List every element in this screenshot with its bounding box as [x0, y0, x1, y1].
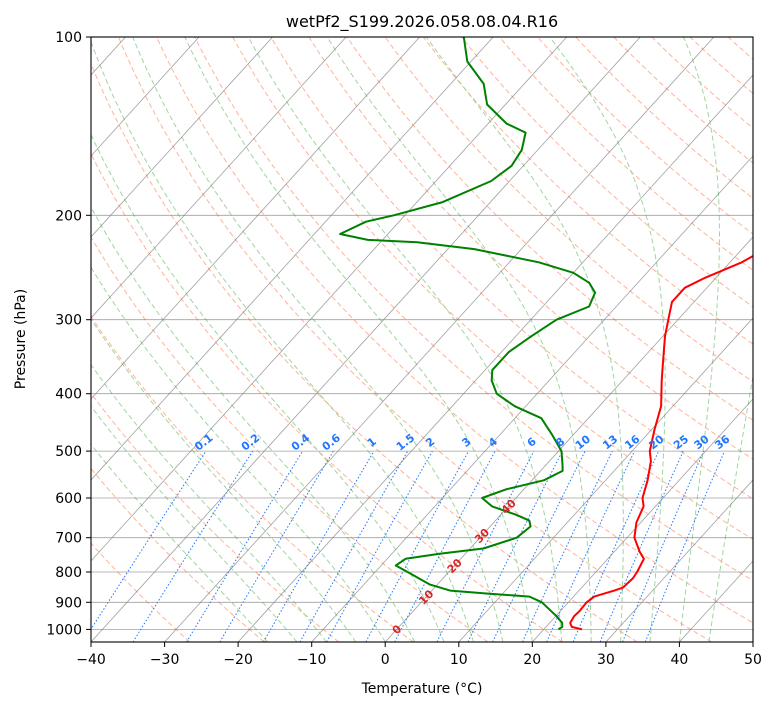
- x-tick-label: 40: [670, 652, 688, 668]
- y-tick-label: 1000: [46, 622, 82, 638]
- x-tick-label: 50: [744, 652, 762, 668]
- x-tick-label: 10: [450, 652, 468, 668]
- y-tick-label: 600: [55, 491, 82, 507]
- x-tick-label: −10: [297, 652, 327, 668]
- x-tick-label: −30: [150, 652, 180, 668]
- y-tick-label: 800: [55, 565, 82, 581]
- y-tick-label: 200: [55, 208, 82, 224]
- chart-title: wetPf2_S199.2026.058.08.04.R16: [286, 12, 558, 32]
- y-axis-label: Pressure (hPa): [13, 289, 29, 389]
- y-tick-label: 900: [55, 595, 82, 611]
- y-tick-label: 700: [55, 531, 82, 547]
- x-tick-label: −20: [223, 652, 253, 668]
- y-tick-label: 500: [55, 444, 82, 460]
- y-tick-label: 400: [55, 387, 82, 403]
- x-tick-label: 0: [381, 652, 390, 668]
- x-tick-label: 30: [597, 652, 615, 668]
- y-tick-label: 300: [55, 313, 82, 329]
- x-axis-label: Temperature (°C): [361, 681, 483, 697]
- y-tick-label: 100: [55, 30, 82, 46]
- x-tick-label: −40: [76, 652, 106, 668]
- x-tick-label: 20: [523, 652, 541, 668]
